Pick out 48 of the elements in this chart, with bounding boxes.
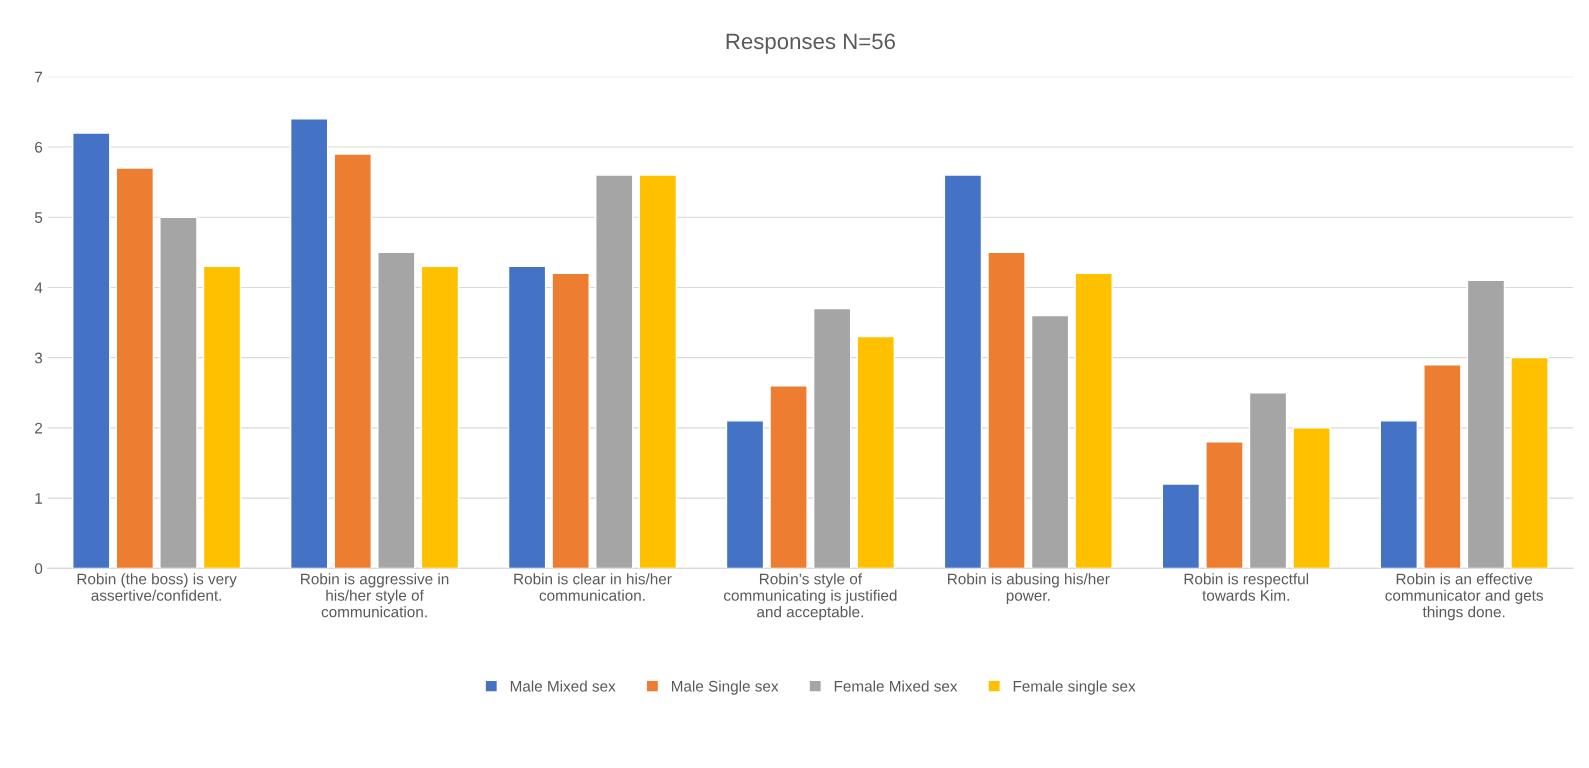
bar <box>638 174 678 569</box>
legend-label: Male Single sex <box>671 680 779 695</box>
bar <box>1030 314 1070 569</box>
y-tick-label: 6 <box>35 141 43 153</box>
bar <box>159 216 198 569</box>
bar <box>377 251 416 569</box>
y-tick-label: 1 <box>35 493 43 504</box>
bar <box>1510 356 1549 569</box>
bar <box>943 174 983 569</box>
x-tick-label: Robin is abusing his/her power. <box>948 573 1110 604</box>
bar <box>1292 427 1331 569</box>
y-tick-label: 0 <box>34 563 43 575</box>
bar <box>202 265 242 569</box>
x-tick-label: Robin’s style of communicating is justified and acceptable. <box>724 573 897 621</box>
bar <box>1466 279 1506 569</box>
bar <box>1423 363 1462 569</box>
bar <box>725 420 765 569</box>
x-tick-label: Robin (the boss) is very assertive/confident. <box>77 573 237 601</box>
bar <box>1074 272 1113 569</box>
bar <box>1205 441 1244 569</box>
bar <box>856 335 895 569</box>
bar <box>1379 420 1418 569</box>
chart-title: Responses N=56 <box>726 33 895 54</box>
x-tick-label: Robin is an effective communicator and gets things done. <box>1385 573 1543 621</box>
bar <box>507 265 547 569</box>
x-tick-label: Robin is aggressive in his/her style of communication. <box>301 573 449 618</box>
bar <box>333 153 372 569</box>
bar <box>812 307 852 569</box>
bar <box>769 385 808 569</box>
y-tick-label: 2 <box>35 422 43 434</box>
bar <box>115 167 155 569</box>
bar <box>72 132 111 569</box>
bar <box>1248 392 1288 569</box>
x-tick-label: Robin is clear in his/her communication. <box>514 573 672 601</box>
y-tick-label: 3 <box>34 352 43 364</box>
bar <box>595 174 634 569</box>
legend-label: Male Mixed sex <box>510 680 616 692</box>
x-tick-label: Robin is respectful towards Kim. <box>1184 573 1309 601</box>
y-tick-label: 5 <box>34 212 43 223</box>
bar <box>987 251 1026 569</box>
legend-label: Female Mixed sex <box>834 680 958 692</box>
bar <box>420 265 460 569</box>
bar <box>1161 483 1201 569</box>
y-tick-label: 4 <box>34 282 43 293</box>
bar <box>551 272 590 569</box>
bar <box>289 118 329 569</box>
legend-label: Female single sex <box>1013 680 1136 695</box>
y-tick-label: 7 <box>35 71 43 83</box>
